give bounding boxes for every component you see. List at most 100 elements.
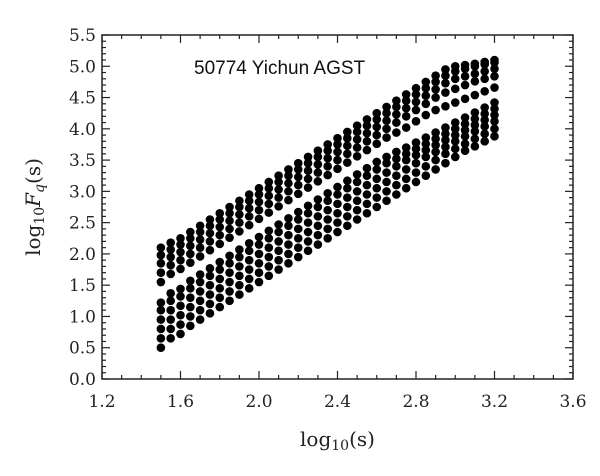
data-point bbox=[195, 235, 205, 244]
data-point bbox=[392, 147, 401, 157]
data-point bbox=[313, 230, 323, 240]
data-point bbox=[225, 224, 234, 234]
data-point bbox=[470, 120, 480, 130]
data-point bbox=[352, 177, 362, 187]
data-point bbox=[225, 208, 234, 218]
data-point bbox=[323, 170, 332, 180]
data-point bbox=[186, 293, 195, 302]
data-point bbox=[372, 174, 382, 184]
data-point bbox=[333, 140, 342, 149]
y-tick-label: 2.0 bbox=[69, 245, 96, 265]
data-point bbox=[441, 71, 450, 80]
data-point bbox=[284, 221, 293, 231]
data-point bbox=[401, 174, 411, 184]
data-point bbox=[490, 71, 499, 81]
data-point bbox=[382, 116, 391, 125]
data-point bbox=[460, 119, 470, 129]
data-point bbox=[303, 246, 313, 256]
data-point bbox=[293, 158, 303, 168]
data-point bbox=[293, 215, 303, 224]
data-point bbox=[372, 202, 382, 212]
data-point bbox=[431, 105, 440, 115]
data-point bbox=[323, 205, 332, 215]
data-point bbox=[293, 207, 303, 217]
data-point bbox=[303, 227, 313, 237]
data-point bbox=[313, 195, 323, 204]
data-point bbox=[352, 205, 362, 215]
data-point bbox=[401, 96, 411, 105]
data-point bbox=[431, 134, 440, 144]
data-point bbox=[421, 99, 431, 109]
data-point bbox=[156, 315, 166, 324]
data-point bbox=[372, 165, 382, 174]
data-point bbox=[274, 177, 283, 187]
data-point bbox=[401, 90, 411, 99]
data-point bbox=[441, 142, 450, 152]
data-point bbox=[480, 103, 489, 112]
data-point bbox=[441, 65, 450, 74]
data-point bbox=[313, 212, 323, 221]
data-point bbox=[215, 239, 225, 249]
data-point bbox=[401, 183, 411, 193]
data-point bbox=[303, 183, 313, 192]
data-point bbox=[352, 143, 362, 152]
data-point bbox=[195, 315, 205, 324]
data-point bbox=[470, 59, 480, 69]
data-point bbox=[225, 202, 234, 212]
data-point bbox=[460, 60, 470, 70]
data-point bbox=[450, 137, 460, 146]
data-point bbox=[323, 162, 332, 171]
data-point bbox=[264, 262, 274, 271]
data-point bbox=[490, 124, 499, 134]
data-point bbox=[421, 145, 431, 155]
data-point bbox=[313, 152, 323, 162]
data-point bbox=[343, 149, 352, 159]
data-point bbox=[313, 221, 323, 231]
data-point bbox=[421, 83, 431, 93]
data-point bbox=[480, 109, 489, 119]
data-point bbox=[254, 258, 264, 268]
data-point bbox=[235, 271, 244, 281]
data-point bbox=[284, 165, 293, 174]
data-point bbox=[480, 115, 489, 125]
data-point bbox=[186, 276, 195, 286]
data-point bbox=[156, 343, 166, 353]
data-point bbox=[421, 162, 431, 171]
data-point bbox=[450, 98, 460, 107]
data-point bbox=[352, 135, 362, 144]
data-point bbox=[303, 166, 313, 176]
data-point bbox=[205, 228, 215, 238]
data-point bbox=[480, 74, 489, 84]
data-point bbox=[176, 284, 185, 294]
data-point bbox=[343, 193, 352, 202]
data-point bbox=[480, 137, 489, 146]
data-point bbox=[362, 171, 372, 181]
data-point bbox=[431, 165, 440, 174]
x-tick-label: 3.2 bbox=[481, 392, 508, 412]
data-point bbox=[372, 122, 382, 132]
data-point bbox=[186, 302, 195, 312]
data-point bbox=[274, 246, 283, 256]
data-point bbox=[352, 152, 362, 161]
data-point bbox=[480, 129, 489, 139]
data-point bbox=[215, 293, 225, 302]
data-point bbox=[470, 108, 480, 117]
data-point bbox=[235, 290, 244, 299]
data-point bbox=[411, 90, 421, 99]
data-point bbox=[362, 137, 372, 146]
data-point bbox=[303, 218, 313, 227]
data-point bbox=[480, 66, 489, 76]
data-point bbox=[450, 152, 460, 162]
y-tick-label: 0.5 bbox=[69, 339, 96, 359]
data-point bbox=[411, 117, 421, 126]
data-point bbox=[284, 258, 293, 268]
y-tick-label: 4.0 bbox=[69, 120, 96, 140]
data-point bbox=[274, 185, 283, 194]
data-point bbox=[323, 153, 332, 163]
data-point bbox=[244, 238, 254, 248]
data-point bbox=[186, 241, 195, 251]
data-point bbox=[166, 260, 175, 270]
data-point bbox=[333, 182, 342, 192]
data-point bbox=[362, 115, 372, 124]
data-point bbox=[244, 265, 254, 274]
